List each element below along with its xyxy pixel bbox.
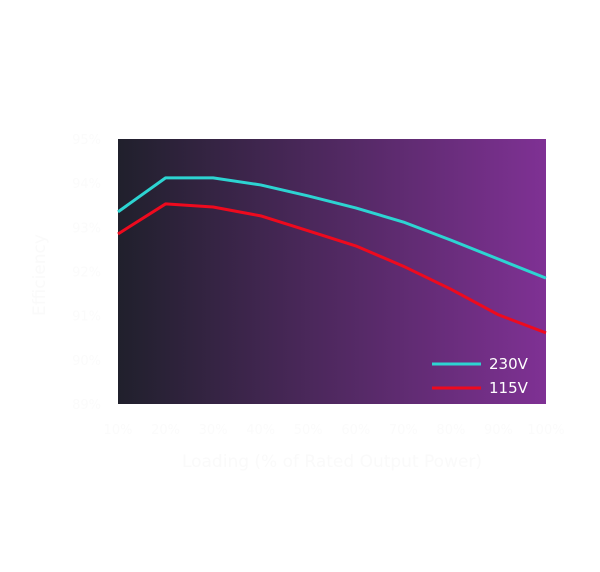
x-tick-label: 10% — [104, 423, 133, 438]
x-tick-label: 80% — [436, 423, 465, 438]
x-tick-label: 60% — [341, 423, 370, 438]
y-tick-label: 90% — [72, 354, 101, 369]
x-tick-label: 30% — [199, 423, 228, 438]
y-axis-title: Efficiency — [30, 234, 50, 316]
x-tick-label: 90% — [484, 423, 513, 438]
x-tick-label: 100% — [527, 423, 564, 438]
series-line-230v — [117, 176, 547, 280]
x-axis-ticks: 10% 20% 30% 40% 50% 60% 70% 80% 90% 100% — [104, 423, 565, 438]
x-tick-label: 20% — [151, 423, 180, 438]
y-tick-label: 92% — [72, 266, 101, 281]
x-tick-label: 40% — [246, 423, 275, 438]
y-tick-label: 94% — [72, 177, 101, 192]
series-line-115v — [117, 202, 547, 335]
y-axis-ticks: 95% 94% 93% 92% 91% 90% 89% — [72, 133, 101, 413]
y-tick-label: 91% — [72, 310, 101, 325]
legend: 230V 115V — [432, 355, 529, 397]
x-axis-title: Loading (% of Rated Output Power) — [182, 452, 482, 472]
x-tick-label: 70% — [389, 423, 418, 438]
plot-area — [118, 139, 546, 404]
x-tick-label: 50% — [294, 423, 323, 438]
series-lines — [117, 176, 547, 335]
legend-label-115v: 115V — [489, 379, 529, 397]
y-tick-label: 95% — [72, 133, 101, 148]
y-tick-label: 89% — [72, 398, 101, 413]
legend-label-230v: 230V — [489, 355, 529, 373]
y-tick-label: 93% — [72, 221, 101, 236]
